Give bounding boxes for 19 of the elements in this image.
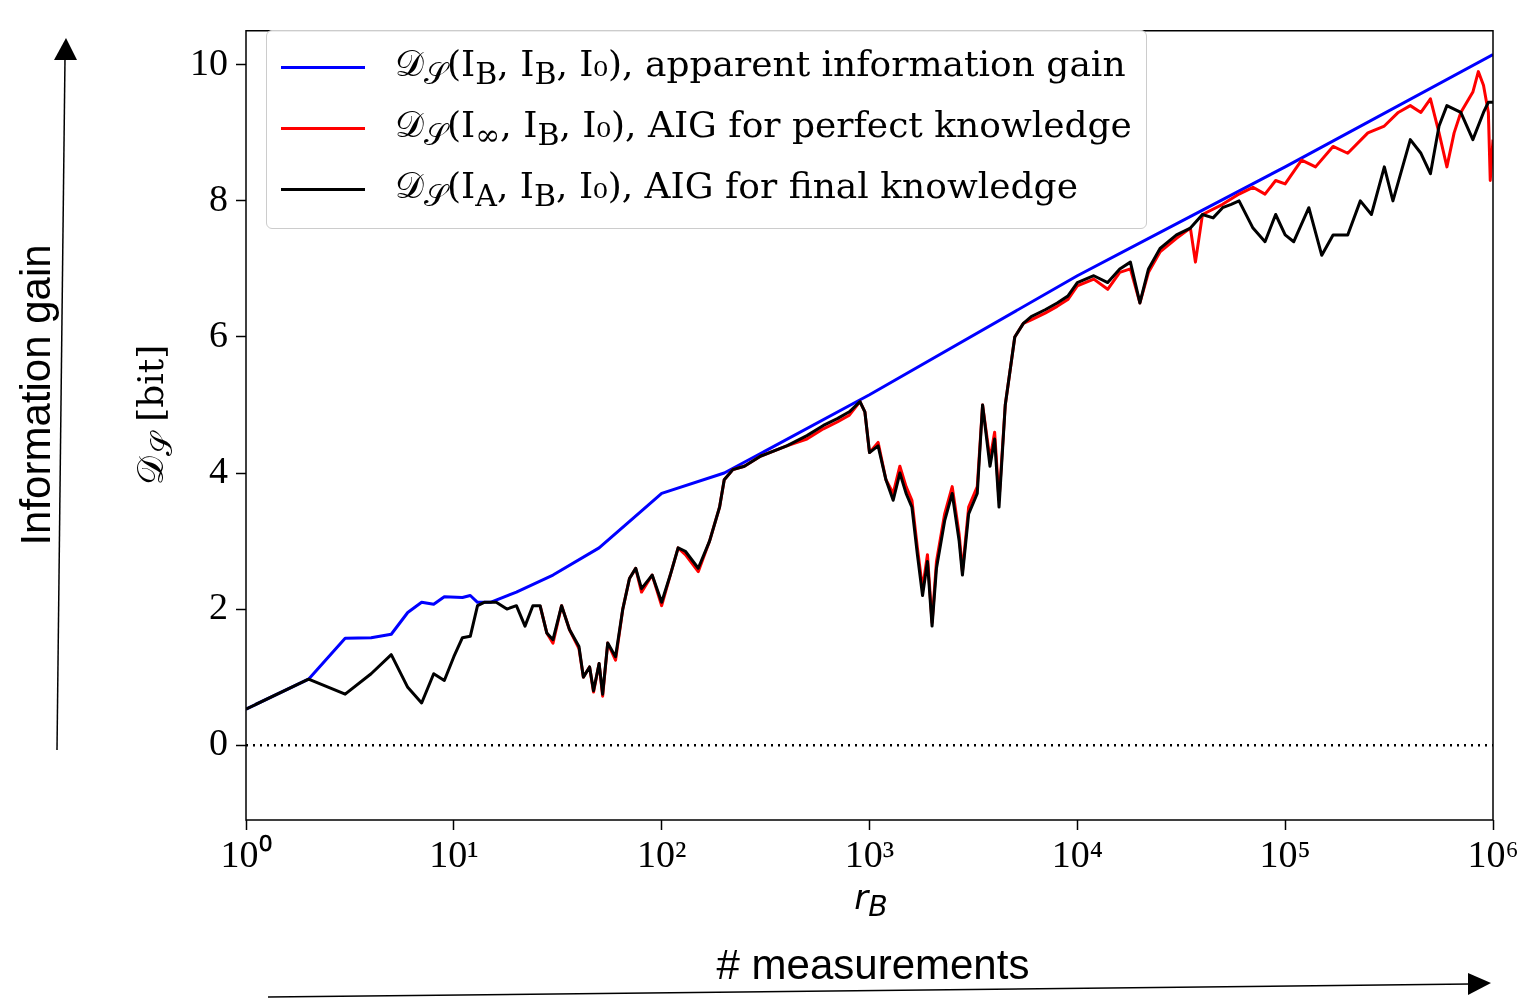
x-tick-label: 10⁶: [1467, 832, 1519, 875]
legend-label: 𝒟$_{𝒮}$(I$_{∞}$, I$_{B}$, I₀), AIG for perfect knowledge: [395, 103, 1132, 154]
text: Information gain: [12, 244, 60, 546]
y-tick-label: 8: [209, 176, 228, 219]
x-tick-label: 10¹: [429, 832, 479, 875]
y-tick-label: 2: [209, 585, 228, 628]
x-tick-label: 10³: [844, 832, 895, 875]
y-tick-label: 4: [209, 449, 228, 492]
x-tick-label: 10⁰: [220, 832, 272, 875]
x-tick-label: 10⁵: [1259, 832, 1311, 875]
text: # measurements: [716, 941, 1030, 989]
x-tick-label: 10²: [636, 832, 687, 875]
y-tick-label: 0: [209, 721, 228, 764]
y-tick-label: 6: [209, 312, 228, 355]
y-tick-label: 10: [190, 40, 228, 83]
x-axis-title: r$_{B}$: [854, 876, 888, 924]
x-tick-label: 10⁴: [1051, 832, 1103, 875]
legend-label: 𝒟$_{𝒮}$(I$_{A}$, I$_{B}$, I₀), AIG for final knowledge: [395, 164, 1078, 215]
legend-label: 𝒟$_{𝒮}$(I$_{B}$, I$_{B}$, I₀), apparent information gain: [395, 42, 1126, 93]
